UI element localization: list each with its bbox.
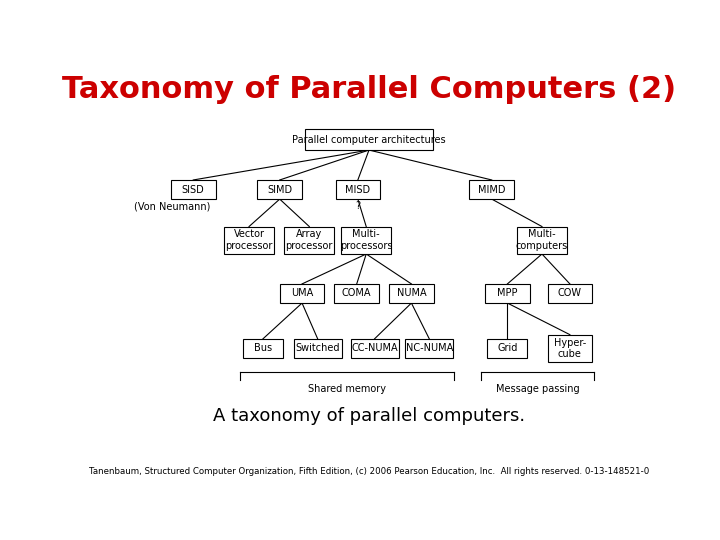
Text: Hyper-
cube: Hyper- cube <box>554 338 586 359</box>
Text: Shared memory: Shared memory <box>307 384 386 394</box>
FancyBboxPatch shape <box>547 284 592 303</box>
Text: COW: COW <box>558 288 582 299</box>
FancyBboxPatch shape <box>334 284 379 303</box>
Text: Message passing: Message passing <box>495 384 580 394</box>
Text: NUMA: NUMA <box>397 288 426 299</box>
FancyBboxPatch shape <box>389 284 433 303</box>
Text: ?: ? <box>355 201 361 211</box>
FancyBboxPatch shape <box>294 339 342 358</box>
FancyBboxPatch shape <box>224 227 274 254</box>
Text: SISD: SISD <box>182 185 204 194</box>
Text: Vector
processor: Vector processor <box>225 230 273 251</box>
FancyBboxPatch shape <box>171 180 215 199</box>
Text: Parallel computer architectures: Parallel computer architectures <box>292 134 446 145</box>
Text: COMA: COMA <box>342 288 372 299</box>
FancyBboxPatch shape <box>469 180 514 199</box>
FancyBboxPatch shape <box>336 180 380 199</box>
Text: Switched: Switched <box>295 343 340 353</box>
FancyBboxPatch shape <box>351 339 399 358</box>
Text: Multi-
processors: Multi- processors <box>340 230 392 251</box>
FancyBboxPatch shape <box>305 129 433 150</box>
FancyBboxPatch shape <box>258 180 302 199</box>
Text: Grid: Grid <box>498 343 518 353</box>
FancyBboxPatch shape <box>405 339 454 358</box>
Text: Bus: Bus <box>254 343 272 353</box>
Text: A taxonomy of parallel computers.: A taxonomy of parallel computers. <box>213 407 525 425</box>
Text: UMA: UMA <box>291 288 313 299</box>
Text: Tanenbaum, Structured Computer Organization, Fifth Edition, (c) 2006 Pearson Edu: Tanenbaum, Structured Computer Organizat… <box>89 467 649 476</box>
FancyBboxPatch shape <box>284 227 334 254</box>
FancyBboxPatch shape <box>547 335 592 362</box>
FancyBboxPatch shape <box>280 284 324 303</box>
Text: Array
processor: Array processor <box>286 230 333 251</box>
Text: Multi-
computers: Multi- computers <box>516 230 568 251</box>
Text: NC-NUMA: NC-NUMA <box>405 343 453 353</box>
Text: Taxonomy of Parallel Computers (2): Taxonomy of Parallel Computers (2) <box>62 75 676 104</box>
Text: (Von Neumann): (Von Neumann) <box>135 201 211 211</box>
Text: MPP: MPP <box>497 288 518 299</box>
Text: MISD: MISD <box>346 185 370 194</box>
Text: MIMD: MIMD <box>478 185 505 194</box>
FancyBboxPatch shape <box>341 227 392 254</box>
FancyBboxPatch shape <box>517 227 567 254</box>
FancyBboxPatch shape <box>487 339 528 358</box>
FancyBboxPatch shape <box>243 339 283 358</box>
Text: SIMD: SIMD <box>267 185 292 194</box>
FancyBboxPatch shape <box>485 284 530 303</box>
Text: CC-NUMA: CC-NUMA <box>351 343 398 353</box>
